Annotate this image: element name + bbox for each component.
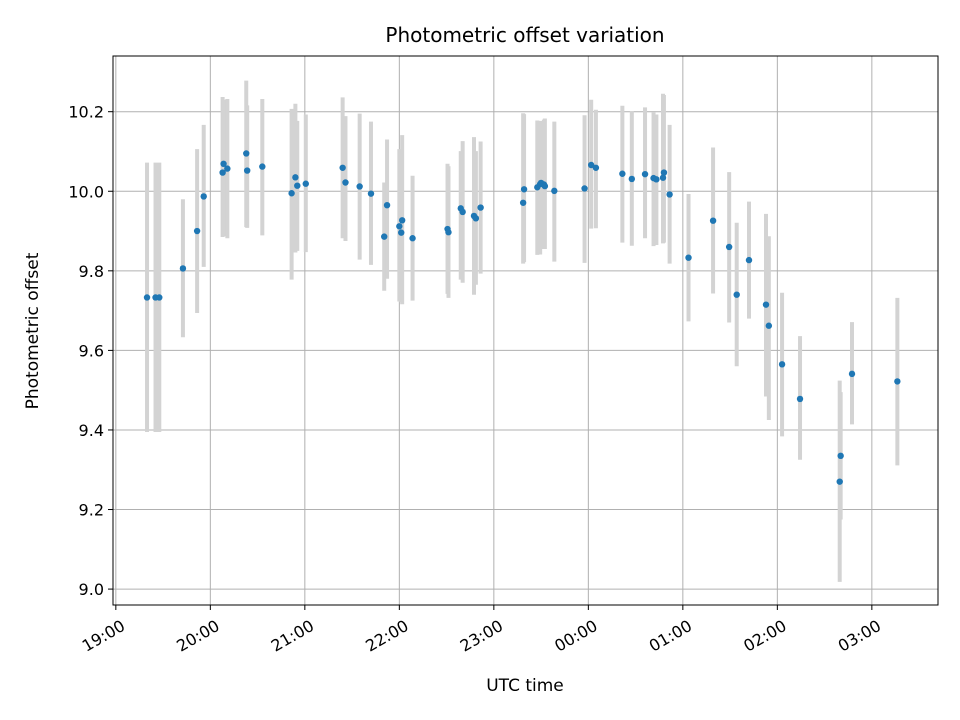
data-point bbox=[619, 170, 626, 177]
data-point bbox=[628, 175, 636, 183]
y-tick-label: 9.8 bbox=[79, 262, 104, 281]
data-point bbox=[243, 150, 250, 157]
x-axis-label: UTC time bbox=[486, 676, 564, 696]
data-point bbox=[398, 229, 405, 236]
data-point bbox=[156, 294, 163, 301]
data-point bbox=[541, 182, 549, 190]
data-point bbox=[292, 174, 299, 181]
data-point bbox=[259, 163, 266, 170]
y-tick-label: 10.0 bbox=[68, 182, 104, 201]
data-point bbox=[243, 167, 251, 174]
data-point bbox=[302, 180, 309, 187]
chart-title: Photometric offset variation bbox=[385, 23, 664, 47]
data-point bbox=[342, 179, 349, 186]
data-point bbox=[383, 201, 391, 209]
data-point bbox=[733, 291, 740, 298]
data-point bbox=[224, 165, 231, 172]
data-point bbox=[762, 301, 770, 308]
data-point bbox=[587, 161, 595, 169]
data-point bbox=[459, 208, 466, 216]
data-point bbox=[477, 204, 484, 211]
data-point bbox=[894, 378, 901, 385]
data-point bbox=[796, 395, 804, 403]
data-point bbox=[836, 478, 843, 485]
data-point bbox=[848, 370, 856, 378]
data-point bbox=[837, 452, 844, 460]
data-point bbox=[367, 190, 375, 197]
data-point bbox=[725, 243, 733, 251]
data-point bbox=[409, 235, 416, 242]
data-point bbox=[220, 160, 227, 168]
data-point bbox=[551, 187, 558, 195]
data-point bbox=[288, 190, 295, 197]
data-point bbox=[659, 174, 667, 181]
data-point bbox=[660, 169, 668, 176]
data-point bbox=[294, 182, 301, 189]
data-point bbox=[641, 170, 649, 178]
y-tick-label: 9.4 bbox=[79, 421, 104, 440]
data-point bbox=[179, 265, 187, 272]
data-point bbox=[398, 217, 406, 224]
plot-frame bbox=[112, 55, 939, 606]
data-point bbox=[339, 164, 346, 171]
data-point bbox=[445, 229, 452, 236]
data-point bbox=[666, 191, 673, 198]
data-point bbox=[520, 186, 528, 193]
y-tick-label: 9.2 bbox=[79, 501, 104, 520]
data-point bbox=[356, 183, 363, 190]
data-points bbox=[143, 150, 901, 485]
data-point bbox=[709, 217, 717, 224]
data-point bbox=[581, 185, 588, 192]
data-point bbox=[472, 215, 480, 222]
data-point bbox=[765, 322, 773, 329]
data-point bbox=[592, 164, 600, 171]
data-point bbox=[200, 193, 207, 200]
data-point bbox=[396, 223, 403, 230]
data-point bbox=[778, 361, 786, 368]
y-tick-label: 9.0 bbox=[79, 580, 104, 599]
y-axis-label: Photometric offset bbox=[23, 252, 43, 409]
data-point bbox=[685, 254, 692, 261]
data-point bbox=[653, 176, 660, 183]
data-point bbox=[519, 199, 527, 206]
data-point bbox=[143, 294, 151, 301]
data-point bbox=[193, 227, 201, 235]
data-point bbox=[381, 233, 388, 240]
data-point bbox=[219, 169, 226, 176]
y-tick-label: 10.2 bbox=[68, 103, 104, 122]
y-tick-label: 9.6 bbox=[79, 341, 104, 360]
data-point bbox=[745, 256, 753, 264]
